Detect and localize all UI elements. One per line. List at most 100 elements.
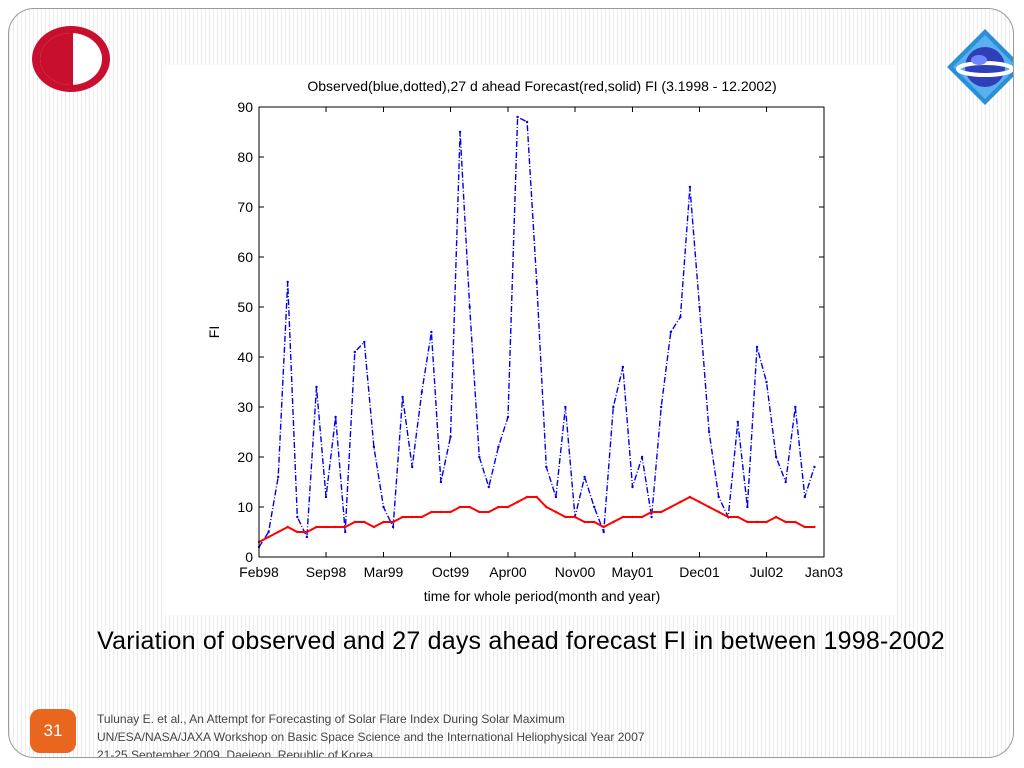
data-point-forecast [564,515,567,519]
y-axis-label: FI [206,326,222,338]
data-point-observed [717,495,720,499]
data-point-observed [420,390,423,394]
y-tick-label: 20 [237,449,253,465]
data-point-forecast [602,525,605,529]
data-point-forecast [794,520,797,524]
data-point-forecast [650,510,653,514]
data-point-forecast [688,495,692,499]
data-point-observed [430,330,433,334]
x-tick-label: Mar99 [364,564,404,580]
data-point-observed [707,430,711,434]
data-point-forecast [487,510,490,514]
data-point-observed [334,415,337,419]
data-point-observed [391,525,395,529]
data-point-observed [564,405,567,409]
footer-line: UN/ESA/NASA/JAXA Workshop on Basic Space… [97,730,645,744]
data-point-observed [535,280,538,284]
x-axis: Feb98 Sep98 Mar99 Oct99 Apr00 Nov00 May01 Dec01… [239,107,843,580]
data-point-forecast [717,510,720,514]
data-point-forecast [784,520,787,524]
data-point-observed [372,445,376,449]
data-point-observed [679,315,682,319]
data-point-observed [583,475,586,479]
data-point-forecast [420,515,423,519]
data-point-observed [554,495,558,499]
data-point-observed [784,480,787,484]
data-point-observed [794,405,797,409]
data-point-forecast [525,495,529,499]
x-tick-label: Jan03 [805,564,843,580]
data-point-forecast [458,505,462,509]
data-point-forecast [411,515,414,519]
data-point-forecast [305,530,309,534]
data-point-forecast [660,510,663,514]
x-axis-label: time for whole period(month and year) [424,588,661,604]
footer-line: Tulunay E. et al., An Attempt for Foreca… [97,712,565,726]
data-point-forecast [315,525,318,529]
data-point-forecast [669,505,672,509]
data-point-observed [755,345,759,349]
data-point-observed [602,530,605,534]
metu-logo-icon [32,26,110,92]
data-point-observed [267,530,270,534]
data-point-observed [631,485,634,489]
data-point-forecast [286,525,289,529]
page-number: 31 [43,721,63,740]
data-point-observed [449,435,452,439]
data-point-observed [640,455,644,459]
x-tick-label: Dec01 [679,564,720,580]
data-point-forecast [755,520,759,524]
data-point-observed [765,380,768,384]
data-point-observed [478,455,481,459]
slide-caption: Variation of observed and 27 days ahead … [97,627,945,655]
slide-footer: Tulunay E. et al., An Attempt for Foreca… [97,710,645,757]
data-point-forecast [506,505,510,509]
data-point-forecast [267,535,270,539]
data-point-forecast [631,515,634,519]
data-point-observed [458,130,462,134]
data-point-observed [487,485,490,489]
data-point-forecast [535,495,538,499]
data-point-forecast [391,520,395,524]
data-point-forecast [736,515,739,519]
data-point-forecast [621,515,625,519]
data-point-observed [468,305,471,309]
data-point-observed [506,415,510,419]
data-point-forecast [372,525,376,529]
data-point-observed [698,305,701,309]
y-tick-label: 10 [237,499,253,515]
data-point-forecast [363,520,366,524]
data-point-observed [545,465,548,469]
data-point-observed [621,365,625,369]
data-point-observed [516,115,519,119]
data-point-forecast [640,515,644,519]
data-point-forecast [746,520,749,524]
data-point-forecast [468,505,471,509]
data-point-forecast [813,525,816,529]
data-point-forecast [707,505,711,509]
data-point-forecast [573,515,577,519]
data-point-observed [305,535,309,539]
data-point-forecast [698,500,701,504]
y-tick-label: 0 [245,549,253,565]
x-tick-label: Apr00 [489,564,527,580]
data-point-observed [401,395,404,399]
data-point-forecast [344,525,347,529]
data-point-observed [353,350,356,354]
y-tick-label: 30 [237,399,253,415]
y-tick-label: 90 [237,99,253,115]
series-line-observed [258,115,816,548]
data-point-forecast [439,510,443,514]
page-number-badge: 31 [30,709,76,753]
data-point-forecast [430,510,433,514]
data-point-observed [497,445,500,449]
data-point-observed [612,405,615,409]
data-point-observed [344,530,347,534]
data-point-observed [669,330,672,334]
data-point-observed [324,495,328,499]
data-point-forecast [765,520,768,524]
data-point-forecast [296,530,299,534]
y-tick-label: 40 [237,349,253,365]
data-point-forecast [727,515,730,519]
data-point-observed [774,455,778,459]
